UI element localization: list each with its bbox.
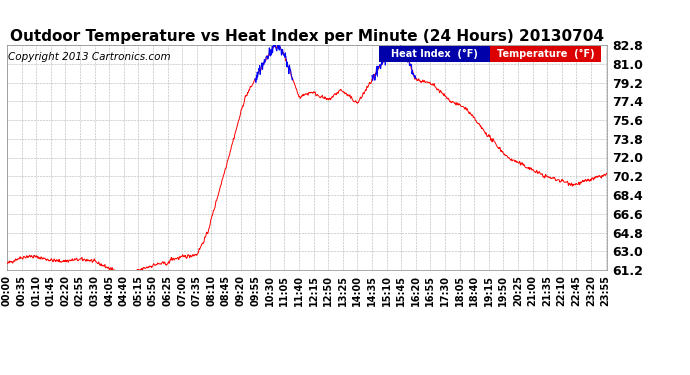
Text: Temperature  (°F): Temperature (°F) xyxy=(497,49,594,59)
Text: Copyright 2013 Cartronics.com: Copyright 2013 Cartronics.com xyxy=(8,52,170,62)
FancyBboxPatch shape xyxy=(490,46,601,62)
Title: Outdoor Temperature vs Heat Index per Minute (24 Hours) 20130704: Outdoor Temperature vs Heat Index per Mi… xyxy=(10,29,604,44)
Text: Heat Index  (°F): Heat Index (°F) xyxy=(391,49,477,59)
FancyBboxPatch shape xyxy=(379,46,490,62)
